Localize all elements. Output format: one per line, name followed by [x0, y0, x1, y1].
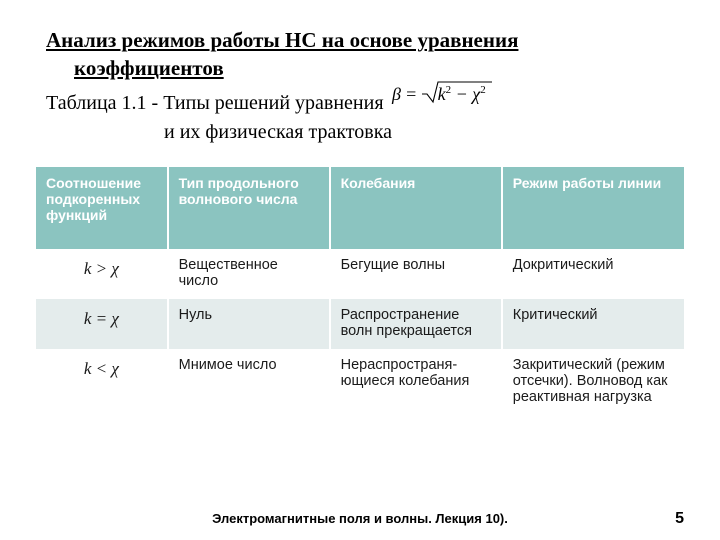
slide: Анализ режимов работы НС на основе уравн…: [0, 0, 720, 540]
cell-osc: Нераспространя-ющиеся колебания: [330, 349, 502, 415]
formula: β= k2 − χ2: [392, 84, 488, 105]
cell-relation: k < χ: [36, 349, 168, 415]
col-header-mode: Режим работы линии: [502, 167, 684, 249]
sqrt-icon: k2 − χ2: [422, 84, 488, 105]
col-header-relation: Соотношение подкоренных функций: [36, 167, 168, 249]
slide-subtitle: Таблица 1.1 - Типы решений уравнения и и…: [46, 89, 684, 147]
cell-mode: Докритический: [502, 249, 684, 299]
cell-wavetype: Вещественное число: [168, 249, 330, 299]
subtitle-line2: и их физическая трактовка: [46, 118, 684, 147]
footer-text: Электромагнитные поля и волны. Лекция 10…: [0, 511, 720, 526]
cell-relation: k > χ: [36, 249, 168, 299]
modes-table: Соотношение подкоренных функций Тип прод…: [36, 167, 684, 415]
col-header-wavetype: Тип продольного волнового числа: [168, 167, 330, 249]
cell-wavetype: Мнимое число: [168, 349, 330, 415]
table-row: k = χ Нуль Распространение волн прекраща…: [36, 299, 684, 349]
title-line2: коэффициентов: [46, 54, 684, 82]
cell-mode: Критический: [502, 299, 684, 349]
subtitle-line1: Таблица 1.1 - Типы решений уравнения: [46, 92, 384, 114]
page-number: 5: [675, 510, 684, 528]
formula-lhs: β: [392, 84, 405, 104]
cell-relation: k = χ: [36, 299, 168, 349]
cell-mode: Закритический (режим отсечки). Волновод …: [502, 349, 684, 415]
cell-osc: Бегущие волны: [330, 249, 502, 299]
cell-wavetype: Нуль: [168, 299, 330, 349]
table-row: k < χ Мнимое число Нераспространя-ющиеся…: [36, 349, 684, 415]
cell-osc: Распространение волн прекращается: [330, 299, 502, 349]
table-header-row: Соотношение подкоренных функций Тип прод…: [36, 167, 684, 249]
formula-eq: =: [405, 84, 417, 104]
col-header-osc: Колебания: [330, 167, 502, 249]
title-line1: Анализ режимов работы НС на основе уравн…: [46, 28, 518, 52]
slide-title: Анализ режимов работы НС на основе уравн…: [46, 26, 684, 83]
table-row: k > χ Вещественное число Бегущие волны Д…: [36, 249, 684, 299]
